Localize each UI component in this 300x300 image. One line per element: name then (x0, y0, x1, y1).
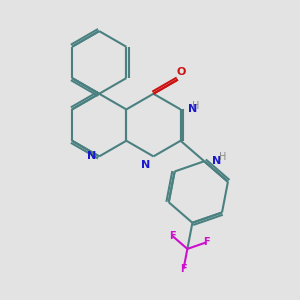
Text: O: O (176, 67, 185, 77)
Text: H: H (193, 101, 200, 111)
Text: F: F (169, 231, 175, 241)
Text: N: N (188, 104, 197, 114)
Text: N: N (87, 152, 96, 161)
Text: N: N (141, 160, 151, 170)
Text: N: N (212, 156, 221, 166)
Text: H: H (219, 152, 226, 162)
Text: F: F (203, 237, 210, 247)
Text: F: F (180, 264, 187, 274)
